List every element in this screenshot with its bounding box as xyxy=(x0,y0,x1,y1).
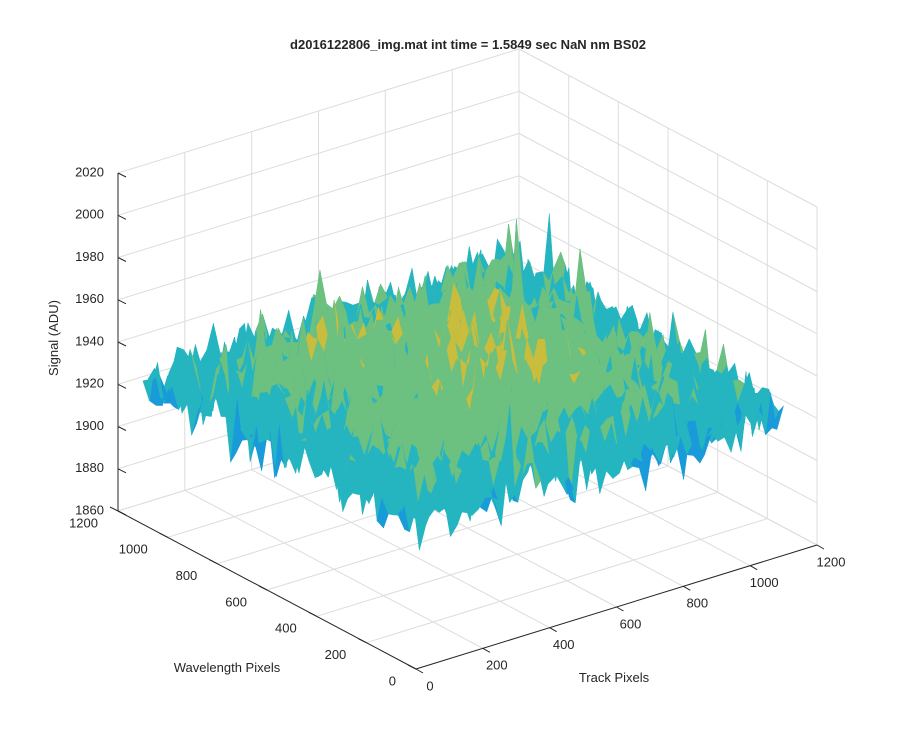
wall-grid-line xyxy=(518,48,818,208)
y-tick-label: 200 xyxy=(325,647,347,662)
z-tick-mark xyxy=(117,383,127,389)
x-tick-mark xyxy=(482,647,491,653)
y-tick-label: 400 xyxy=(275,621,297,636)
x-tick-mark xyxy=(415,668,424,674)
y-tick-label: 1000 xyxy=(119,542,148,557)
chart-title: d2016122806_img.mat int time = 1.5849 se… xyxy=(290,37,646,52)
x-tick-label: 800 xyxy=(686,596,708,611)
wall-grid-line xyxy=(518,175,818,335)
y-tick-mark xyxy=(407,664,417,670)
z-tick-mark xyxy=(117,214,127,220)
floor-grid-line xyxy=(366,518,768,644)
x-tick-mark xyxy=(749,565,758,571)
z-tick-label: 1900 xyxy=(75,418,104,433)
z-tick-mark xyxy=(117,426,127,431)
wall-grid-line xyxy=(117,90,520,216)
x-axis-label: Track Pixels xyxy=(579,670,650,685)
z-tick-label: 1940 xyxy=(75,333,104,348)
wall-grid-line xyxy=(518,90,818,250)
wall-grid-line xyxy=(518,133,818,292)
x-tick-mark xyxy=(683,585,691,591)
y-axis-label: Wavelength Pixels xyxy=(174,660,281,675)
y-tick-mark xyxy=(358,638,367,644)
wall-grid-line xyxy=(117,133,520,258)
z-tick-mark xyxy=(117,172,127,178)
y-tick-label: 800 xyxy=(176,568,198,583)
z-tick-label: 1880 xyxy=(75,460,104,475)
wall-grid-line xyxy=(117,175,520,301)
wall-grid-line xyxy=(518,217,818,377)
x-tick-mark xyxy=(816,544,825,550)
x-tick-label: 200 xyxy=(486,658,508,673)
surface xyxy=(142,213,784,551)
x-tick-mark xyxy=(549,627,557,633)
y-tick-mark xyxy=(159,532,168,538)
z-tick-mark xyxy=(117,299,127,305)
x-tick-label: 0 xyxy=(426,678,433,693)
x-tick-label: 400 xyxy=(553,637,575,652)
z-tick-mark xyxy=(117,341,127,347)
z-tick-mark xyxy=(117,510,127,516)
y-tick-mark xyxy=(109,506,119,512)
y-tick-label: 1200 xyxy=(69,515,98,530)
x-tick-label: 600 xyxy=(620,616,642,631)
z-tick-label: 2020 xyxy=(75,164,104,179)
z-axis-label: Signal (ADU) xyxy=(46,300,61,376)
x-tick-mark xyxy=(616,606,624,612)
floor-grid-line xyxy=(316,491,718,617)
y-tick-label: 0 xyxy=(389,673,396,688)
z-tick-mark xyxy=(117,468,127,474)
x-tick-label: 1000 xyxy=(750,575,779,590)
z-tick-label: 1960 xyxy=(75,291,104,306)
y-tick-mark xyxy=(308,611,317,617)
tick-labels: 0 200 400 600 800 1000 1200 0 200 400 600 800 1000 12… xyxy=(69,164,845,693)
surface-patch xyxy=(410,508,424,519)
y-tick-mark xyxy=(209,559,218,565)
z-tick-label: 2000 xyxy=(75,207,104,222)
z-tick-label: 1860 xyxy=(75,502,104,517)
x-tick-label: 1200 xyxy=(817,554,846,569)
z-tick-mark xyxy=(117,257,127,262)
y-tick-mark xyxy=(258,585,268,591)
z-tick-label: 1920 xyxy=(75,376,104,391)
wall-grid-line xyxy=(117,48,520,174)
z-tick-label: 1980 xyxy=(75,249,104,264)
y-tick-label: 600 xyxy=(225,594,247,609)
